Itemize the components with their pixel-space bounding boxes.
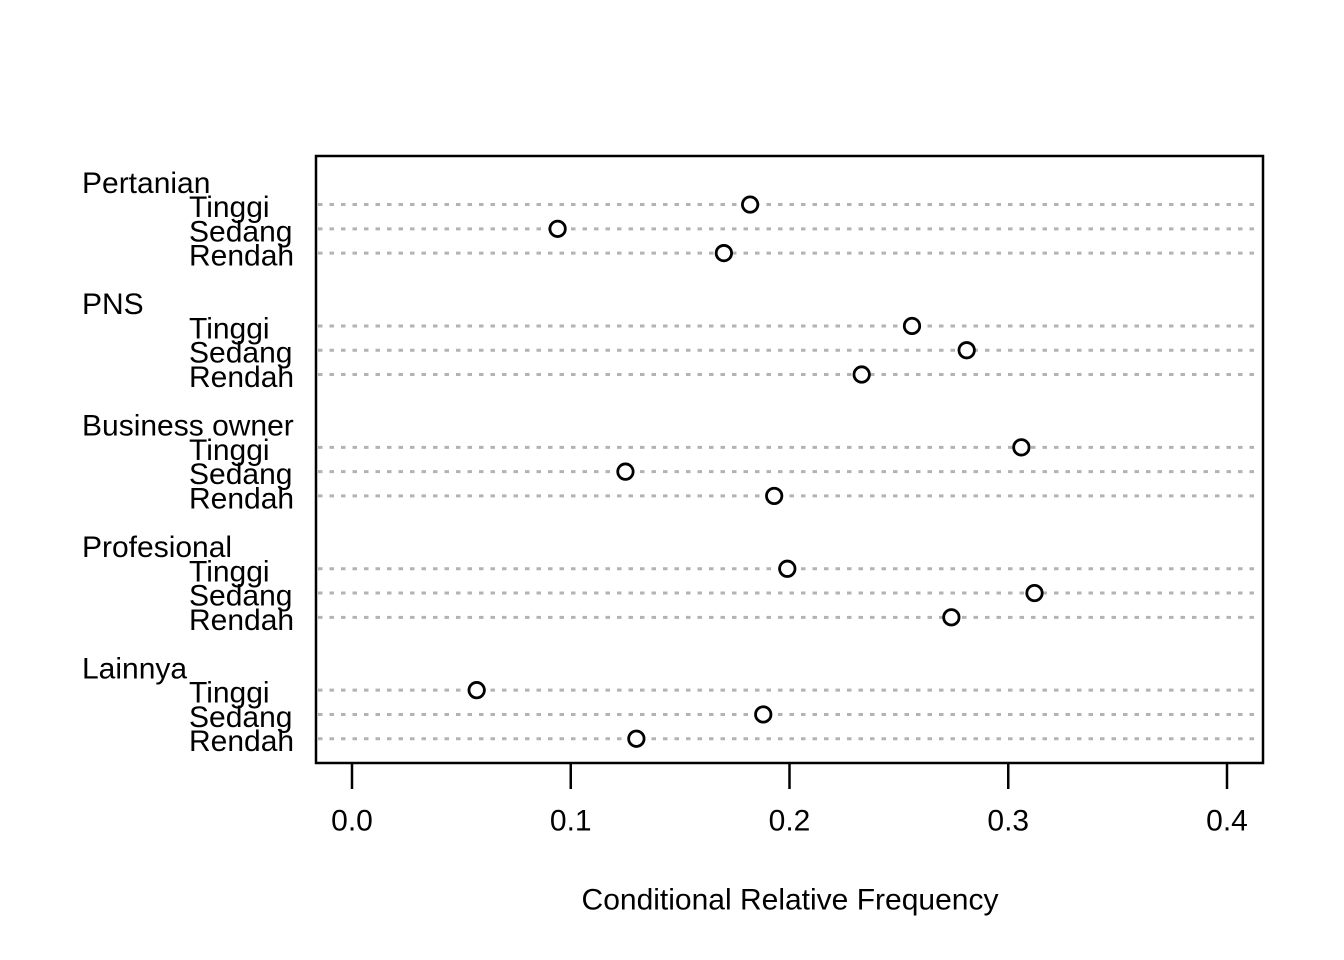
x-axis-tick-label: 0.3 <box>987 805 1029 838</box>
x-axis-tick-label: 0.4 <box>1206 805 1248 838</box>
group-label: PNS <box>82 288 144 321</box>
item-label: Rendah <box>189 240 294 273</box>
item-label: Rendah <box>189 604 294 637</box>
data-point-circle <box>627 729 646 748</box>
data-point-circle <box>778 559 797 578</box>
item-label: Sedang <box>189 458 292 491</box>
item-label: Rendah <box>189 361 294 394</box>
data-point-circle <box>616 462 635 481</box>
item-label: Rendah <box>189 725 294 758</box>
data-point-circle <box>741 195 760 214</box>
item-label: Rendah <box>189 482 294 515</box>
data-point-circle <box>548 219 567 238</box>
gridlines-layer <box>318 203 1261 741</box>
data-point-circle <box>902 316 922 336</box>
x-axis-tick-label: 0.0 <box>331 805 373 838</box>
x-axis-title: Conditional Relative Frequency <box>582 884 999 917</box>
data-points-layer <box>467 195 1044 748</box>
item-label: Sedang <box>189 701 292 734</box>
data-point-circle <box>942 608 961 627</box>
data-point-circle <box>1025 583 1044 603</box>
item-label: Tinggi <box>189 191 270 224</box>
data-point-circle <box>467 681 486 700</box>
data-point-circle <box>957 341 976 360</box>
axes-layer <box>314 154 1265 789</box>
data-point-circle <box>1012 438 1031 457</box>
item-label: Sedang <box>189 580 292 613</box>
data-point-circle <box>765 486 784 506</box>
item-label: Tinggi <box>189 677 270 710</box>
group-label: Pertanian <box>82 167 210 200</box>
item-label: Tinggi <box>189 434 270 467</box>
item-label: Tinggi <box>189 555 270 588</box>
item-label: Sedang <box>189 337 292 370</box>
plot-box <box>314 154 1265 765</box>
data-point-circle <box>754 705 773 724</box>
group-label: Lainnya <box>82 652 187 685</box>
labels-layer: PertanianTinggiSedangRendahPNSTinggiSeda… <box>82 167 1248 838</box>
x-axis-tick-label: 0.1 <box>550 805 592 838</box>
group-label: Business owner <box>82 410 294 443</box>
item-label: Tinggi <box>189 312 270 345</box>
data-point-circle <box>852 365 871 384</box>
x-axis-tick-label: 0.2 <box>769 805 811 838</box>
data-point-circle <box>714 244 733 263</box>
group-label: Profesional <box>82 531 232 564</box>
item-label: Sedang <box>189 215 292 248</box>
